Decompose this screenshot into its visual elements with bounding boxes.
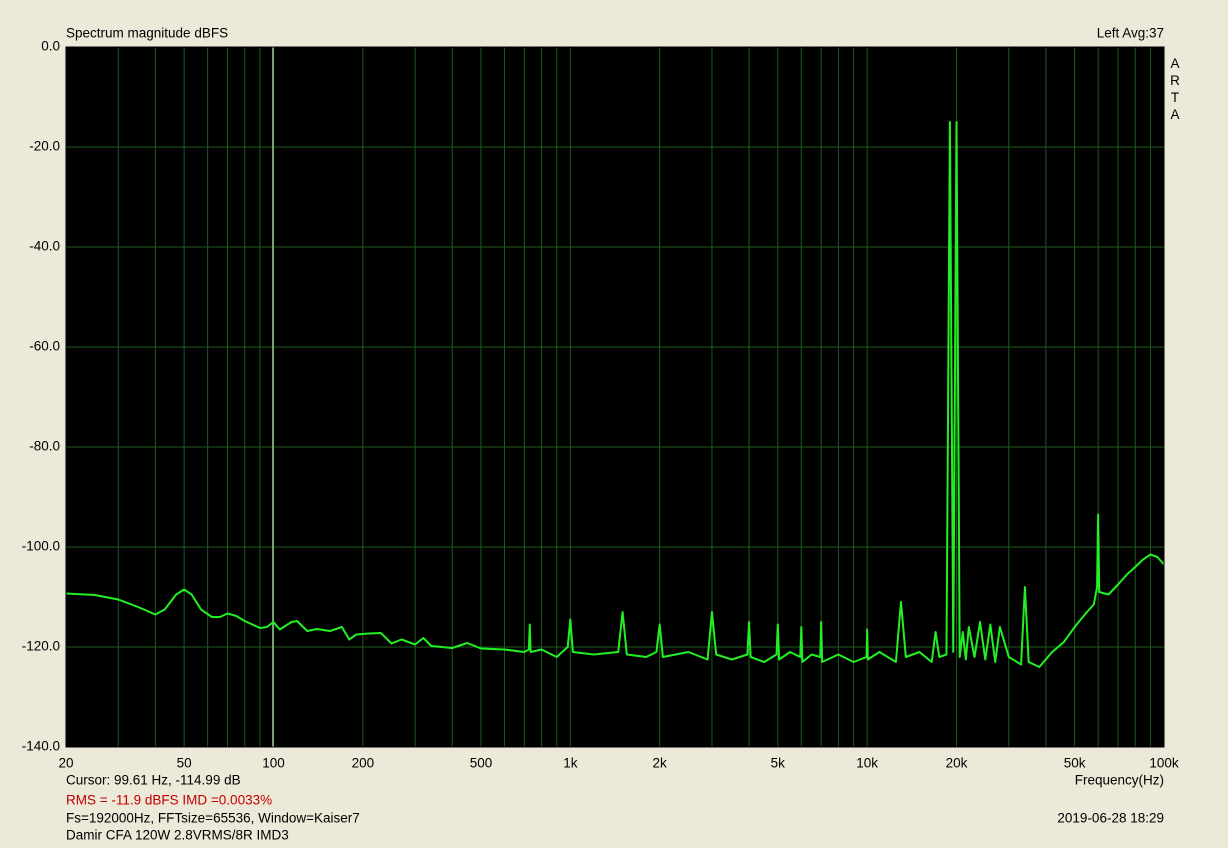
- x-tick-label: 5k: [771, 756, 786, 771]
- chart-title: Spectrum magnitude dBFS: [66, 26, 228, 41]
- y-tick-label: -20.0: [29, 139, 60, 154]
- channel-label: Left Avg:37: [1097, 26, 1164, 41]
- settings-readout: Fs=192000Hz, FFTsize=65536, Window=Kaise…: [66, 811, 360, 826]
- brand-label: ARTA: [1168, 56, 1183, 124]
- x-tick-label: 200: [352, 756, 375, 771]
- x-tick-label: 500: [470, 756, 493, 771]
- x-tick-label: 2k: [653, 756, 668, 771]
- y-tick-label: -80.0: [29, 439, 60, 454]
- description: Damir CFA 120W 2.8VRMS/8R IMD3: [66, 828, 289, 843]
- cursor-readout: Cursor: 99.61 Hz, -114.99 dB: [66, 773, 241, 788]
- y-tick-label: -60.0: [29, 339, 60, 354]
- x-axis-label: Frequency(Hz): [1075, 773, 1164, 788]
- x-tick-label: 100: [262, 756, 285, 771]
- plot-area: [66, 47, 1164, 747]
- x-tick-label: 50: [177, 756, 192, 771]
- plot-frame: [65, 46, 1165, 748]
- y-tick-label: -120.0: [22, 639, 60, 654]
- x-tick-label: 20: [58, 756, 73, 771]
- y-tick-label: -40.0: [29, 239, 60, 254]
- x-tick-label: 50k: [1064, 756, 1086, 771]
- spectrum-line: [65, 121, 1165, 668]
- rms-readout: RMS = -11.9 dBFS IMD =0.0033%: [66, 793, 272, 808]
- x-tick-label: 20k: [946, 756, 968, 771]
- x-tick-label: 10k: [856, 756, 878, 771]
- x-tick-label: 100k: [1149, 756, 1179, 771]
- y-tick-label: -100.0: [22, 539, 60, 554]
- x-tick-label: 1k: [563, 756, 578, 771]
- y-tick-label: -140.0: [22, 739, 60, 754]
- y-tick-label: 0.0: [41, 39, 60, 54]
- timestamp: 2019-06-28 18:29: [1057, 811, 1164, 826]
